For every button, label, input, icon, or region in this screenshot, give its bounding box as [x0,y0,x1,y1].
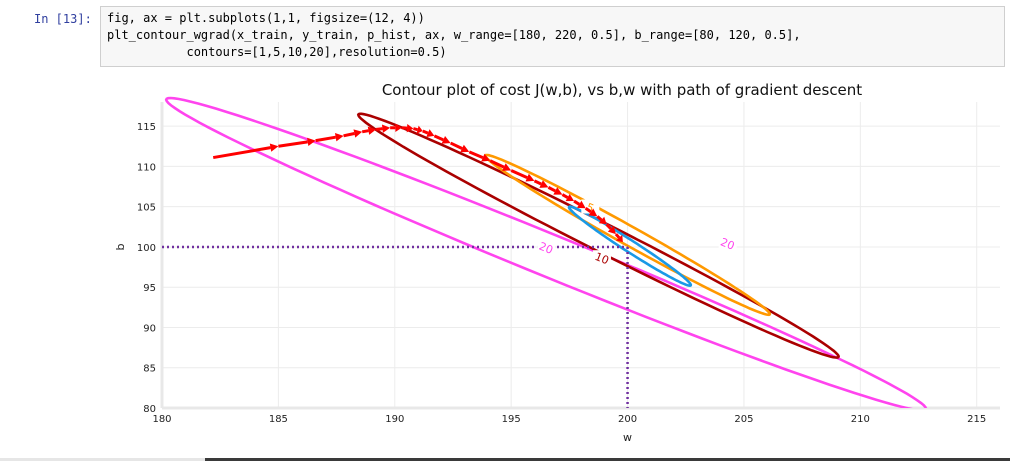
path-arrowhead [539,180,549,188]
path-arrowhead [565,193,575,202]
path-arrowhead [502,163,512,171]
x-tick-label: 205 [734,414,753,425]
path-segment [361,129,369,134]
contour-group [164,96,928,408]
y-axis-label: b [114,243,127,250]
contour-label: 10 [593,250,611,267]
y-tick-label: 110 [137,162,156,173]
path-segment [450,141,463,150]
code-line-1: fig, ax = plt.subplots(1,1, figsize=(12,… [107,11,425,25]
path-arrowhead [395,123,402,132]
path-arrowhead [334,133,344,142]
path-segment [433,134,444,142]
path-arrowhead [353,129,363,138]
path-arrowhead [598,216,607,225]
horizontal-scrollbar[interactable] [205,458,1010,461]
code-line-3: contours=[1,5,10,20],resolution=0.5) [107,45,447,59]
contour-line-10 [356,112,840,359]
x-tick-label: 180 [152,414,171,425]
path-segment [605,223,612,230]
path-segment [584,207,592,214]
path-segment [413,127,418,132]
contour-label: 20 [537,240,555,257]
chart-title: Contour plot of cost J(w,b), vs b,w with… [382,81,862,99]
path-arrowhead [307,137,316,147]
path-arrowhead [416,125,423,134]
path-arrowhead [460,144,470,153]
path-segment [596,215,603,222]
y-tick-label: 115 [137,122,156,133]
x-tick-label: 185 [269,414,288,425]
y-tick-label: 95 [143,283,156,294]
x-tick-label: 210 [851,414,870,425]
path-arrowhead [525,173,535,182]
cell-prompt: In [13]: [34,12,92,26]
contour-label-bg [592,250,611,265]
path-segment [422,129,429,135]
path-arrowhead [588,208,598,217]
path-arrowhead [426,129,435,138]
path-arrowhead [481,153,491,162]
path-segment [278,140,308,148]
contour-line-5 [483,153,772,317]
contour-label: 5 [584,201,595,216]
x-tick-label: 195 [502,414,521,425]
code-cell[interactable]: fig, ax = plt.subplots(1,1, figsize=(12,… [100,6,1005,67]
path-arrowhead [441,135,451,144]
contour-label-bg [718,235,737,250]
path-segment [489,159,505,169]
x-axis-label: w [623,431,632,444]
path-segment [547,186,556,193]
x-tick-label: 190 [385,414,404,425]
path-segment [533,179,542,186]
output-scroll-track [0,458,205,461]
contour-line-1 [567,205,693,288]
path-arrowhead [367,126,377,135]
path-arrowhead [577,200,586,209]
plot-area [162,102,1000,408]
y-tick-label: 90 [143,323,156,334]
x-tick-label: 200 [618,414,637,425]
path-arrowhead [269,143,279,152]
y-tick-label: 105 [137,203,156,214]
path-arrowhead [615,234,623,243]
path-segment [573,199,581,206]
path-segment [212,146,271,160]
path-segment [375,127,383,131]
path-arrowhead [381,124,391,133]
path-segment [510,169,528,180]
code-line-2: plt_contour_wgrad(x_train, y_train, p_hi… [107,28,801,42]
path-segment [343,132,355,138]
contour-label: 20 [719,236,737,253]
path-arrowhead [406,123,414,133]
y-tick-label: 80 [143,404,156,415]
contour-label-bg [537,239,556,254]
path-segment [315,135,336,143]
path-arrowhead [607,225,616,235]
y-tick-label: 85 [143,364,156,375]
y-tick-label: 100 [137,243,156,254]
contour-line-20 [164,96,928,408]
x-tick-label: 215 [967,414,986,425]
path-arrowhead [553,187,563,195]
path-segment [468,150,484,160]
path-segment [561,193,569,199]
path-segment [614,233,621,239]
